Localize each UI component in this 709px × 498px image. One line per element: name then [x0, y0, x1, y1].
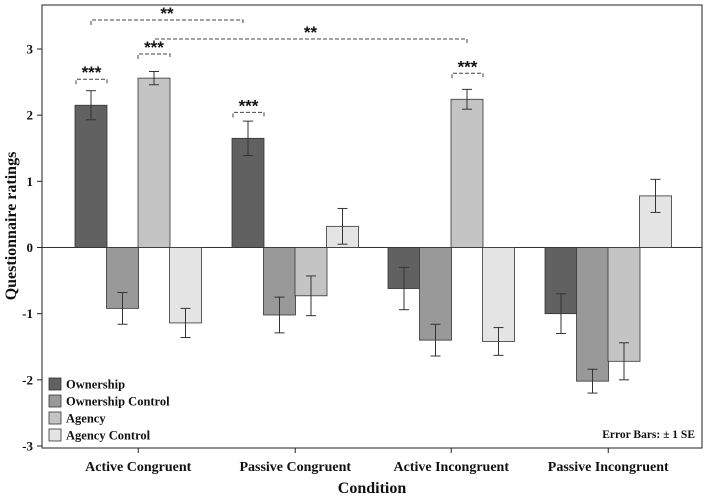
significance-bracket-label: ***: [82, 63, 102, 82]
legend-background: [43, 374, 203, 446]
legend-swatch: [48, 394, 62, 408]
legend-label: Agency Control: [66, 429, 151, 443]
bar: [74, 104, 108, 248]
legend-label: Agency: [66, 412, 106, 426]
x-tick-label: Active Congruent: [85, 460, 191, 475]
x-tick-label: Active Incongruent: [394, 460, 510, 475]
y-tick-label: 1: [27, 174, 34, 189]
legend: Ownership Ownership Control Agency Agency C…: [43, 374, 203, 446]
x-tick-label: Passive Congruent: [239, 460, 351, 475]
significance-bracket-line: [90, 19, 244, 25]
error-bars-note: Error Bars: ± 1 SE: [602, 429, 695, 441]
y-tick-label: -1: [22, 306, 33, 321]
significance-bracket-line: [137, 53, 171, 59]
y-tick-label: 2: [27, 108, 34, 123]
significance-bracket-line: [451, 72, 484, 79]
legend-label: Ownership: [66, 378, 125, 392]
significance-bracket-line: [75, 78, 108, 85]
significance-bracket-label: **: [304, 23, 318, 42]
significance-bracket-line: [232, 111, 265, 118]
legend-swatch: [48, 377, 62, 391]
legend-swatch: [48, 411, 62, 425]
error-bars-group: [86, 70, 661, 394]
significance-bracket-label: ***: [144, 38, 164, 57]
bar: [482, 247, 515, 342]
significance-bracket-line: [153, 38, 468, 44]
bar: [576, 247, 609, 382]
legend-swatch: [48, 428, 62, 442]
significance-bracket-label: ***: [239, 96, 259, 115]
y-axis-title: Questionnaire ratings: [3, 152, 20, 301]
y-tick-label: 3: [27, 42, 34, 57]
y-tick-label: 0: [27, 240, 34, 255]
x-axis: Active Congruent Passive Congruent Active …: [85, 448, 669, 475]
bars-group: [74, 77, 672, 382]
x-axis-title: Condition: [338, 480, 407, 497]
bar: [137, 77, 171, 248]
legend-label: Ownership Control: [66, 395, 170, 409]
significance-group: ****************: [75, 4, 484, 118]
y-tick-label: -2: [22, 372, 33, 387]
bar: [450, 98, 484, 248]
significance-bracket-label: **: [160, 4, 174, 23]
x-tick-label: Passive Incongruent: [548, 460, 669, 475]
significance-bracket-label: ***: [458, 57, 478, 76]
y-axis: -3 -2 -1 0 1 2 3: [22, 42, 42, 454]
y-tick-label: -3: [22, 439, 33, 454]
